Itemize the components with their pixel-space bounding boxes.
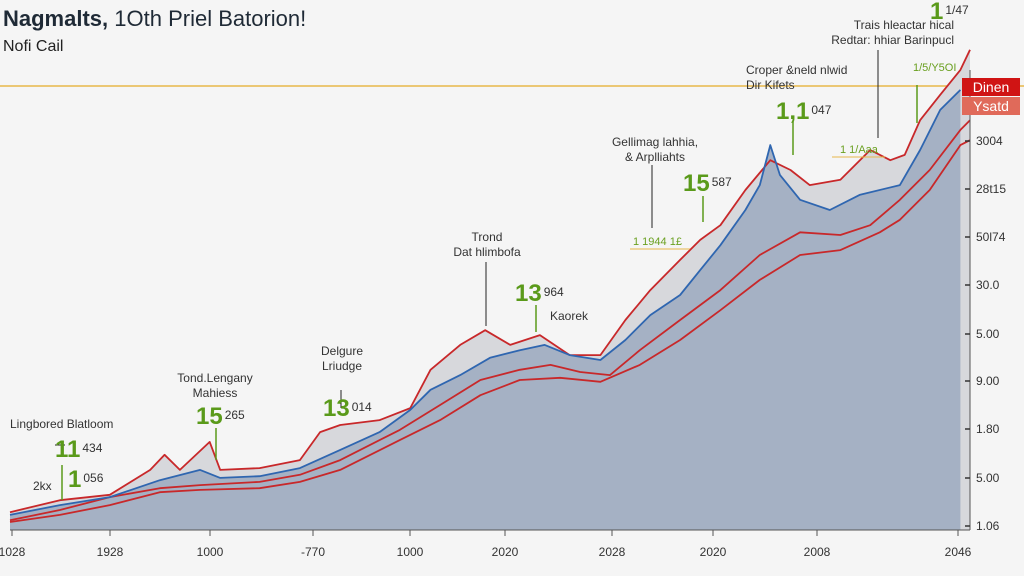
callout-value: 1 1/47 (930, 0, 969, 25)
chart-title: Nagmalts, 1Oth Priel Batorion! (3, 6, 307, 31)
y-tick-label: 5.00 (976, 471, 1000, 485)
annotation-note: Kaorek (550, 309, 589, 323)
chart-subtitle: Nofi Cail (3, 38, 64, 55)
y-tick-label: 30.0 (976, 278, 1000, 292)
callout-value: 15 265 (196, 403, 245, 430)
y-tick-label: 3004 (976, 134, 1003, 148)
x-tick-label: 2008 (804, 545, 831, 559)
x-tick-label: 1028 (0, 545, 26, 559)
annotation-label: Tond.Lengany Mahiess (177, 371, 253, 400)
main-series-area (10, 89, 961, 531)
series-line-main (9, 89, 962, 516)
annotation-small: 1/5/Y5OI (913, 62, 957, 74)
series-line-upper-envelope (9, 49, 971, 514)
callout-value: 1 056 (68, 466, 104, 493)
annotation-label: Delgure Lriudge (320, 344, 364, 373)
y-tick-label: 5.00 (976, 327, 1000, 341)
annotation-small: 1 1/Aaa (840, 144, 878, 156)
callout-value: 11 434 (55, 436, 103, 463)
x-tick-label: 2028 (599, 545, 626, 559)
annotation-label: Trais hleactar hical Redtar: hhiar Barinp… (831, 18, 954, 47)
callout-value: 15 587 (683, 170, 732, 197)
y-tick-label: 50l74 (976, 230, 1006, 244)
series-line-lower-1 (9, 119, 971, 522)
series-line-lower-2 (9, 139, 971, 523)
y-tick-label: 1.06 (976, 519, 1000, 533)
x-tick-label: 2020 (700, 545, 727, 559)
annotation-small: 1 1944 1£ (633, 236, 682, 248)
annotation-label: Lingbored Blatloom (10, 417, 114, 431)
y-tick-label: 1.80 (976, 422, 1000, 436)
x-tick-label: 1000 (197, 545, 224, 559)
series-tag-dinen: Dinen (962, 78, 1020, 96)
annotation-label: Croper &neld nlwid Dir Kifets (746, 63, 848, 92)
callout-value: 13 014 (323, 395, 372, 422)
x-tick-label: 2020 (492, 545, 519, 559)
series-tag-ysatd: Ysatd (962, 97, 1020, 115)
annotation-label: 2kx (33, 479, 52, 493)
y-tick-label: 28t15 (976, 182, 1006, 196)
annotation-label: Trond Dat hlimbofa (453, 230, 521, 259)
annotation-label: Gellimag lahhia, & Arplliahts (611, 135, 699, 164)
y-tick-label: 9.00 (976, 374, 1000, 388)
x-tick-label: 2046 (945, 545, 972, 559)
callout-value: 1,1 047 (776, 98, 832, 125)
x-tick-label: 1928 (97, 545, 124, 559)
callout-value: 13 964 (515, 280, 564, 307)
x-tick-label: 1000 (397, 545, 424, 559)
x-tick-label: -770 (301, 545, 325, 559)
